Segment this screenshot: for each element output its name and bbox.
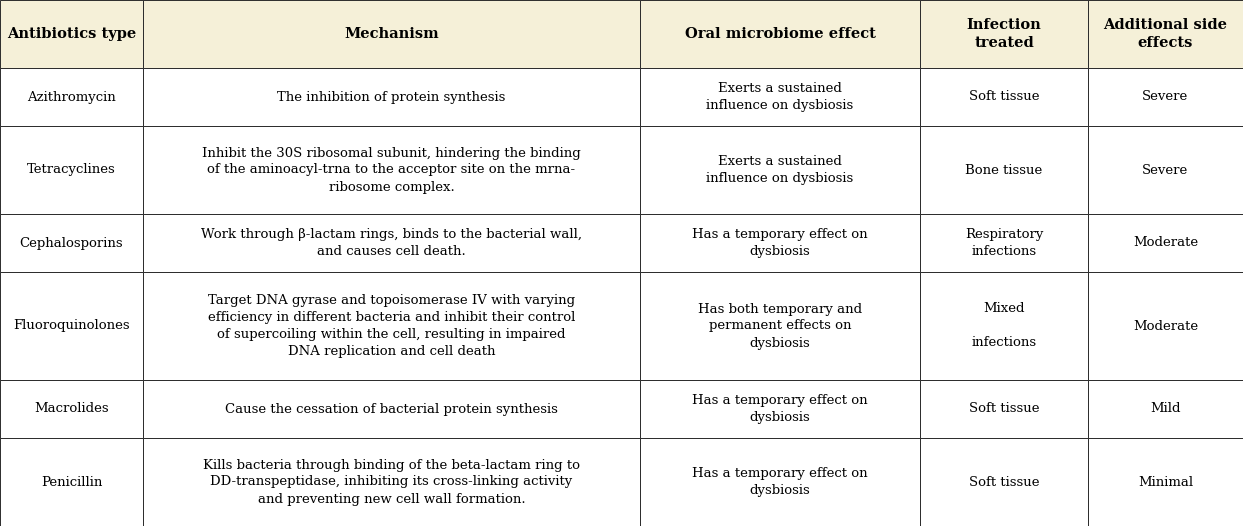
Text: Azithromycin: Azithromycin — [27, 90, 116, 104]
Bar — [1088, 214, 1243, 272]
Text: Minimal: Minimal — [1137, 476, 1193, 489]
Text: Fluoroquinolones: Fluoroquinolones — [14, 319, 129, 332]
Bar — [0, 68, 143, 126]
Bar — [920, 438, 1088, 526]
Bar — [640, 126, 920, 214]
Text: Oral microbiome effect: Oral microbiome effect — [685, 27, 875, 41]
Text: Has both temporary and
permanent effects on
dysbiosis: Has both temporary and permanent effects… — [697, 302, 863, 349]
Text: Respiratory
infections: Respiratory infections — [965, 228, 1043, 258]
Text: Mechanism: Mechanism — [344, 27, 439, 41]
Bar — [1088, 380, 1243, 438]
Text: Exerts a sustained
influence on dysbiosis: Exerts a sustained influence on dysbiosi… — [706, 82, 854, 112]
Bar — [920, 380, 1088, 438]
Bar — [0, 438, 143, 526]
Text: Soft tissue: Soft tissue — [968, 90, 1039, 104]
Bar — [920, 0, 1088, 68]
Bar — [143, 272, 640, 380]
Text: Macrolides: Macrolides — [35, 402, 109, 416]
Bar — [640, 438, 920, 526]
Text: Exerts a sustained
influence on dysbiosis: Exerts a sustained influence on dysbiosi… — [706, 155, 854, 185]
Text: Work through β-lactam rings, binds to the bacterial wall,
and causes cell death.: Work through β-lactam rings, binds to th… — [201, 228, 582, 258]
Text: Has a temporary effect on
dysbiosis: Has a temporary effect on dysbiosis — [692, 394, 868, 424]
Bar — [143, 68, 640, 126]
Text: Soft tissue: Soft tissue — [968, 402, 1039, 416]
Text: Soft tissue: Soft tissue — [968, 476, 1039, 489]
Bar — [1088, 68, 1243, 126]
Bar — [143, 214, 640, 272]
Bar — [640, 68, 920, 126]
Text: Mixed

infections: Mixed infections — [972, 302, 1037, 349]
Bar — [0, 380, 143, 438]
Bar — [920, 214, 1088, 272]
Text: Penicillin: Penicillin — [41, 476, 102, 489]
Bar — [1088, 272, 1243, 380]
Text: The inhibition of protein synthesis: The inhibition of protein synthesis — [277, 90, 506, 104]
Bar — [1088, 0, 1243, 68]
Text: Inhibit the 30S ribosomal subunit, hindering the binding
of the aminoacyl-trna t: Inhibit the 30S ribosomal subunit, hinde… — [203, 147, 580, 194]
Bar — [0, 126, 143, 214]
Text: Bone tissue: Bone tissue — [966, 164, 1043, 177]
Bar — [920, 126, 1088, 214]
Text: Target DNA gyrase and topoisomerase IV with varying
efficiency in different bact: Target DNA gyrase and topoisomerase IV w… — [208, 294, 576, 358]
Text: Mild: Mild — [1150, 402, 1181, 416]
Bar — [143, 126, 640, 214]
Text: Moderate: Moderate — [1132, 237, 1198, 249]
Text: Moderate: Moderate — [1132, 319, 1198, 332]
Bar — [0, 272, 143, 380]
Text: Severe: Severe — [1142, 90, 1188, 104]
Bar — [0, 0, 143, 68]
Text: Has a temporary effect on
dysbiosis: Has a temporary effect on dysbiosis — [692, 228, 868, 258]
Bar — [640, 272, 920, 380]
Text: Kills bacteria through binding of the beta-lactam ring to
DD-transpeptidase, inh: Kills bacteria through binding of the be… — [203, 459, 580, 505]
Bar — [143, 438, 640, 526]
Text: Cause the cessation of bacterial protein synthesis: Cause the cessation of bacterial protein… — [225, 402, 558, 416]
Text: Infection
treated: Infection treated — [967, 18, 1042, 50]
Bar — [0, 214, 143, 272]
Text: Cephalosporins: Cephalosporins — [20, 237, 123, 249]
Bar — [640, 0, 920, 68]
Text: Tetracyclines: Tetracyclines — [27, 164, 116, 177]
Bar — [1088, 438, 1243, 526]
Text: Additional side
effects: Additional side effects — [1104, 18, 1228, 50]
Text: Has a temporary effect on
dysbiosis: Has a temporary effect on dysbiosis — [692, 467, 868, 497]
Bar — [640, 380, 920, 438]
Text: Severe: Severe — [1142, 164, 1188, 177]
Bar — [1088, 126, 1243, 214]
Text: Antibiotics type: Antibiotics type — [7, 27, 137, 41]
Bar — [920, 272, 1088, 380]
Bar — [640, 214, 920, 272]
Bar — [143, 0, 640, 68]
Bar — [920, 68, 1088, 126]
Bar — [143, 380, 640, 438]
